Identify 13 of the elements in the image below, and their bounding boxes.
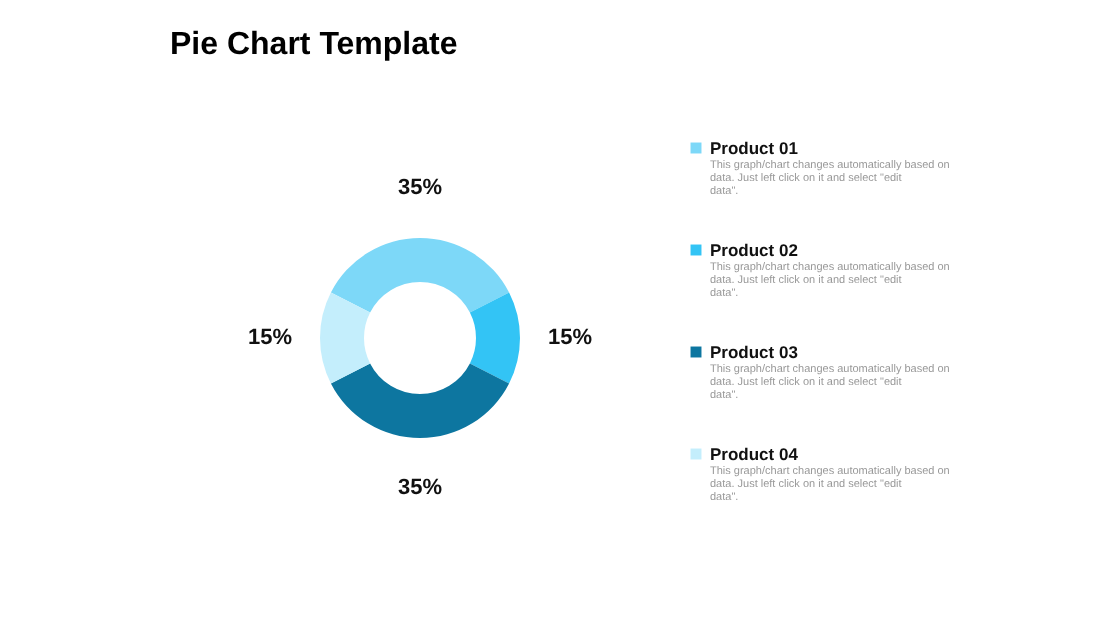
donut-slice <box>330 238 510 313</box>
legend-label: Product 03 <box>710 342 799 362</box>
donut-slice <box>469 292 520 384</box>
donut-slice <box>320 292 371 384</box>
data-label: 15% <box>247 326 293 350</box>
chart-title: Pie Chart Template <box>170 28 458 62</box>
legend-label: Product 02 <box>710 240 799 260</box>
data-label: 15% <box>547 326 593 350</box>
legend-label: Product 04 <box>710 444 799 464</box>
donut-slice <box>330 363 510 438</box>
data-label: 35% <box>397 176 443 200</box>
data-label: 35% <box>397 476 443 500</box>
legend-label: Product 01 <box>710 138 799 158</box>
